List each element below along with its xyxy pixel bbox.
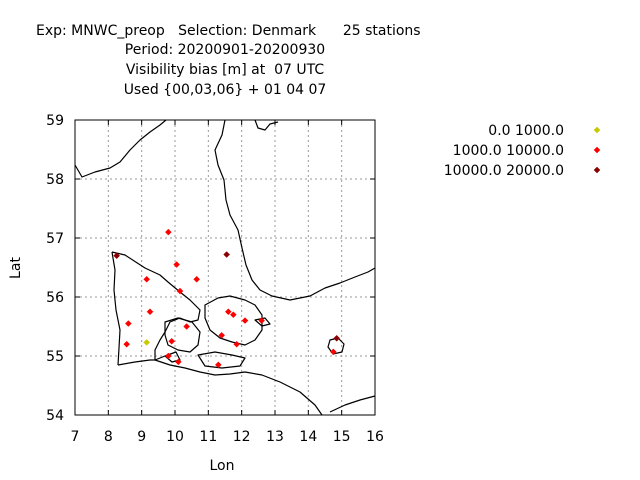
legend-marker bbox=[593, 126, 601, 134]
plot-frame bbox=[74, 119, 376, 416]
station-marker bbox=[143, 339, 151, 346]
legend-label: 0.0 1000.0 bbox=[488, 123, 564, 139]
station-marker bbox=[241, 317, 249, 324]
x-tick-label: 9 bbox=[137, 429, 146, 445]
station-marker bbox=[123, 340, 131, 348]
x-tick-label: 12 bbox=[233, 429, 251, 445]
station-marker bbox=[176, 287, 184, 295]
station-marker bbox=[164, 228, 172, 236]
station-marker bbox=[168, 337, 176, 345]
station-marker bbox=[218, 331, 226, 339]
legend-marker bbox=[593, 146, 601, 154]
station-marker bbox=[164, 352, 172, 360]
station-marker bbox=[223, 251, 231, 258]
title-line-4: Used {00,03,06} + 01 04 07 bbox=[124, 82, 327, 98]
x-tick-label: 10 bbox=[166, 429, 184, 445]
x-tick-label: 16 bbox=[366, 429, 384, 445]
station-marker bbox=[214, 361, 222, 369]
y-tick-label: 56 bbox=[46, 290, 64, 306]
station-marker bbox=[224, 308, 232, 316]
station-points bbox=[113, 228, 341, 369]
station-marker bbox=[174, 358, 182, 366]
station-marker bbox=[333, 334, 341, 342]
legend: 0.0 1000.0 1000.0 10000.0 10000.0 20000.0 bbox=[444, 123, 601, 179]
chart-title: Exp: MNWC_preop Selection: Denmark 25 st… bbox=[36, 23, 421, 98]
station-marker bbox=[258, 317, 266, 324]
grid-lines bbox=[75, 120, 375, 415]
legend-marker bbox=[593, 166, 601, 174]
y-axis-ticks: 54 55 56 57 58 59 bbox=[46, 113, 375, 424]
title-line-2: Period: 20200901-20200930 bbox=[125, 42, 325, 58]
station-marker bbox=[329, 348, 337, 356]
x-tick-label: 15 bbox=[333, 429, 351, 445]
y-tick-label: 57 bbox=[46, 231, 64, 247]
station-marker bbox=[143, 275, 151, 283]
station-marker bbox=[233, 340, 241, 348]
x-tick-label: 14 bbox=[299, 429, 317, 445]
x-axis-ticks: 7 8 9 10 11 12 13 14 15 16 bbox=[71, 120, 384, 445]
y-tick-label: 55 bbox=[46, 349, 64, 365]
y-axis-label: Lat bbox=[8, 257, 24, 279]
station-marker bbox=[229, 311, 237, 319]
x-tick-label: 13 bbox=[266, 429, 284, 445]
coastline-map bbox=[74, 119, 376, 416]
legend-label: 1000.0 10000.0 bbox=[453, 143, 564, 159]
station-marker bbox=[113, 252, 121, 260]
station-marker bbox=[183, 323, 191, 330]
legend-label: 10000.0 20000.0 bbox=[444, 163, 564, 179]
y-tick-label: 59 bbox=[46, 113, 64, 129]
station-marker bbox=[173, 261, 181, 268]
x-axis-label: Lon bbox=[210, 458, 235, 474]
station-marker bbox=[146, 308, 154, 316]
y-tick-label: 54 bbox=[46, 408, 64, 424]
title-line-3: Visibility bias [m] at 07 UTC bbox=[126, 62, 324, 78]
station-marker bbox=[193, 275, 201, 283]
x-tick-label: 11 bbox=[199, 429, 217, 445]
x-tick-label: 8 bbox=[104, 429, 113, 445]
station-marker bbox=[124, 320, 132, 327]
title-line-1: Exp: MNWC_preop Selection: Denmark 25 st… bbox=[36, 23, 421, 39]
y-tick-label: 58 bbox=[46, 172, 64, 188]
x-tick-label: 7 bbox=[71, 429, 80, 445]
